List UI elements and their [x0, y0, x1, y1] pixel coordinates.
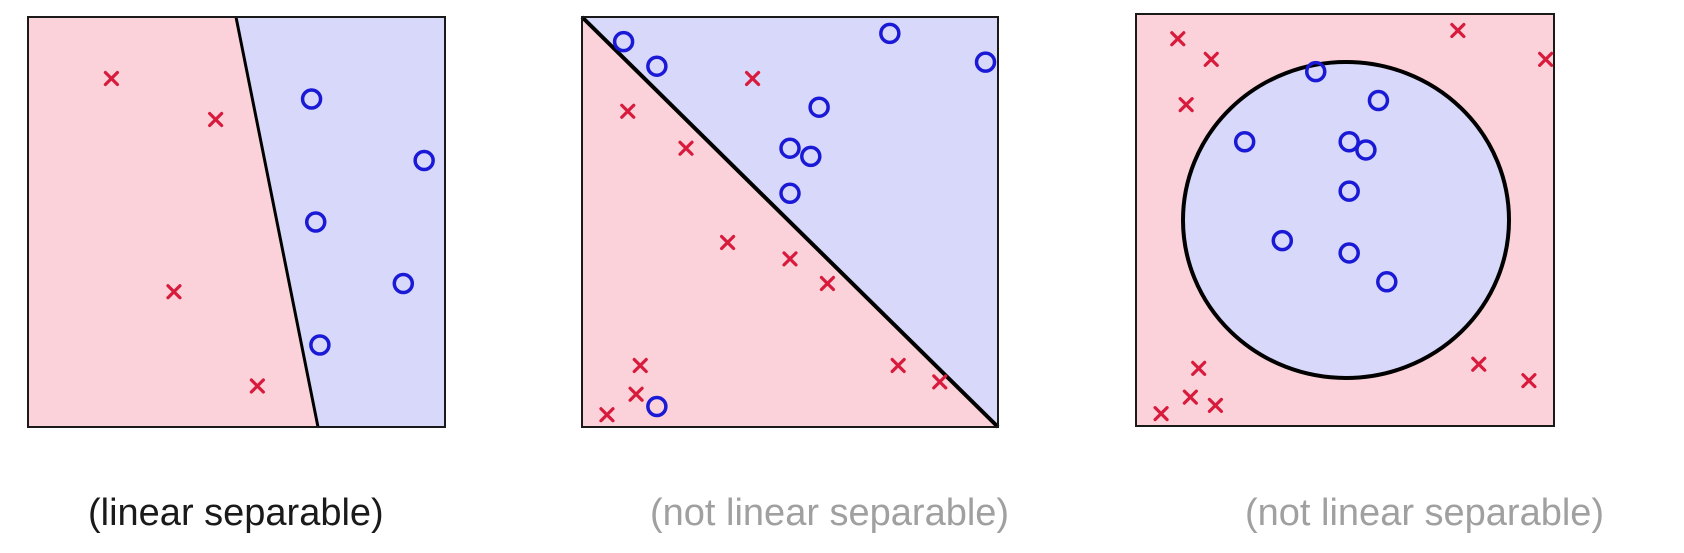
caption-not-linear-separable-2: (not linear separable) — [1245, 492, 1605, 534]
o-marker — [309, 334, 331, 356]
caption-not-linear-separable-1: (not linear separable) — [650, 492, 1010, 534]
o-marker — [646, 55, 668, 77]
o-marker — [974, 51, 997, 73]
x-stroke — [103, 70, 120, 87]
x-stroke — [1178, 97, 1194, 113]
o-marker — [300, 88, 323, 110]
o-marker — [413, 149, 435, 172]
x-marker — [103, 70, 120, 87]
x-stroke — [744, 70, 761, 87]
x-stroke — [1170, 31, 1186, 47]
x-marker — [1191, 360, 1207, 376]
o-marker — [1233, 130, 1256, 153]
decision-boundary-line — [580, 15, 1000, 429]
x-stroke — [632, 357, 648, 374]
caption-linear-separable: (linear separable) — [88, 492, 384, 534]
x-stroke — [1207, 397, 1224, 413]
x-stroke — [1191, 360, 1207, 376]
o-marker — [392, 272, 415, 295]
x-marker — [1178, 97, 1194, 113]
blue-region — [236, 17, 445, 427]
x-marker — [1538, 51, 1554, 67]
x-stroke — [1471, 356, 1487, 372]
x-marker — [1170, 31, 1186, 47]
o-marker — [304, 211, 327, 233]
x-marker — [744, 70, 761, 87]
x-marker — [678, 140, 694, 156]
o-marker — [779, 182, 801, 205]
o-marker — [1367, 89, 1390, 112]
o-marker — [879, 22, 901, 45]
x-marker — [632, 357, 648, 374]
x-marker — [1153, 406, 1169, 422]
x-marker — [249, 378, 265, 394]
x-stroke — [1538, 51, 1554, 67]
o-marker — [808, 96, 830, 118]
x-marker — [208, 111, 224, 128]
o-marker — [1304, 60, 1327, 83]
x-marker — [890, 357, 906, 374]
x-stroke — [890, 357, 906, 374]
x-stroke — [719, 234, 736, 251]
o-marker — [1355, 139, 1377, 161]
x-stroke — [1153, 406, 1169, 422]
x-marker — [719, 234, 736, 251]
x-stroke — [628, 386, 644, 402]
o-marker — [800, 145, 822, 168]
x-marker — [620, 103, 636, 119]
x-stroke — [1182, 389, 1198, 405]
x-marker — [1182, 389, 1198, 405]
decision-boundary-line — [234, 16, 320, 428]
panel-frame — [581, 16, 999, 428]
o-marker — [1338, 242, 1360, 264]
o-marker — [779, 137, 801, 159]
x-stroke — [1450, 22, 1466, 39]
x-stroke — [166, 284, 182, 300]
panel-frame — [27, 16, 446, 428]
o-marker — [1338, 180, 1360, 202]
o-marker — [1271, 229, 1294, 252]
x-marker — [1471, 356, 1487, 372]
x-marker — [819, 275, 836, 292]
x-stroke — [782, 251, 798, 267]
x-marker — [782, 251, 798, 267]
x-marker — [1207, 397, 1224, 413]
o-marker — [1376, 271, 1398, 293]
x-stroke — [249, 378, 265, 394]
x-stroke — [1521, 373, 1537, 389]
x-marker — [1203, 51, 1219, 67]
x-stroke — [620, 103, 636, 119]
x-marker — [166, 284, 182, 300]
o-marker — [1338, 130, 1360, 153]
o-marker — [612, 30, 635, 53]
decision-boundary-circle — [1181, 60, 1511, 380]
panel-3 — [1135, 13, 1555, 427]
x-marker — [599, 407, 615, 423]
panel-1 — [27, 16, 446, 428]
x-stroke — [678, 140, 694, 156]
x-stroke — [599, 407, 615, 423]
x-stroke — [819, 275, 836, 292]
o-marker — [646, 395, 668, 418]
x-marker — [628, 386, 644, 402]
x-stroke — [932, 374, 948, 390]
panel-frame — [1135, 13, 1555, 427]
x-stroke — [208, 111, 224, 128]
x-stroke — [1203, 51, 1219, 67]
panel-2 — [580, 15, 1000, 429]
x-marker — [1521, 373, 1537, 389]
x-marker — [932, 374, 948, 390]
x-marker — [1450, 22, 1466, 39]
